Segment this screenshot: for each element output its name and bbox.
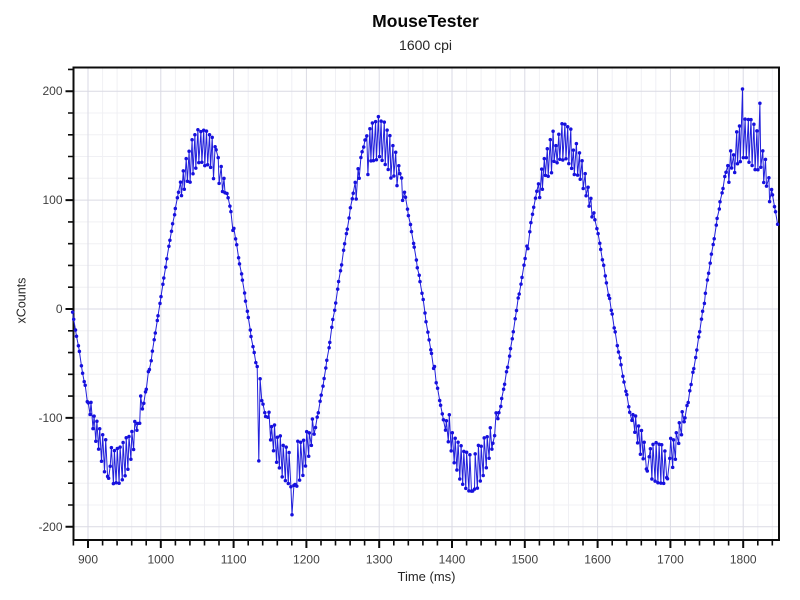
svg-text:MouseTester: MouseTester	[372, 11, 479, 31]
svg-text:0: 0	[56, 302, 63, 316]
svg-text:1300: 1300	[366, 553, 393, 567]
svg-text:-200: -200	[38, 520, 62, 534]
svg-text:1600 cpi: 1600 cpi	[399, 37, 452, 53]
svg-text:1800: 1800	[730, 553, 757, 567]
svg-text:1700: 1700	[657, 553, 684, 567]
svg-text:1600: 1600	[584, 553, 611, 567]
svg-text:900: 900	[78, 553, 98, 567]
svg-text:1200: 1200	[293, 553, 320, 567]
svg-text:1500: 1500	[511, 553, 538, 567]
svg-text:100: 100	[42, 193, 62, 207]
svg-text:1400: 1400	[439, 553, 466, 567]
svg-text:xCounts: xCounts	[15, 278, 29, 324]
svg-text:Time (ms): Time (ms)	[397, 569, 455, 584]
svg-text:-100: -100	[38, 411, 62, 425]
svg-text:1000: 1000	[147, 553, 174, 567]
svg-text:200: 200	[42, 84, 62, 98]
svg-text:1100: 1100	[221, 553, 247, 567]
